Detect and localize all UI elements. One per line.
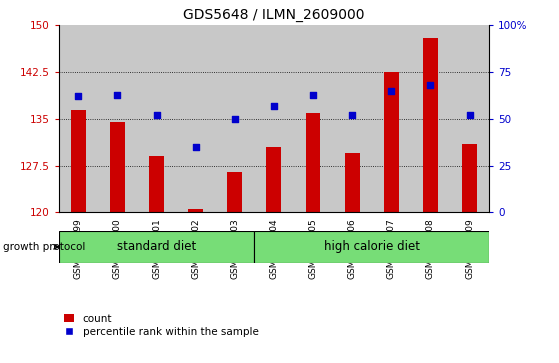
FancyBboxPatch shape xyxy=(59,231,254,263)
Bar xyxy=(384,72,399,212)
Point xyxy=(152,112,161,118)
Bar xyxy=(137,25,176,212)
Bar xyxy=(110,122,125,212)
Point xyxy=(191,144,200,150)
Text: growth protocol: growth protocol xyxy=(3,242,85,252)
FancyBboxPatch shape xyxy=(254,231,489,263)
Bar xyxy=(372,25,411,212)
Text: high calorie diet: high calorie diet xyxy=(324,240,420,253)
Point xyxy=(465,112,474,118)
Bar xyxy=(98,25,137,212)
Point xyxy=(387,88,396,94)
Bar xyxy=(59,25,98,212)
Bar xyxy=(188,209,203,212)
Bar xyxy=(450,25,489,212)
Bar xyxy=(215,25,254,212)
Bar xyxy=(293,25,333,212)
Point xyxy=(269,103,278,109)
Point xyxy=(309,92,318,98)
Text: standard diet: standard diet xyxy=(117,240,196,253)
Bar xyxy=(333,25,372,212)
Bar xyxy=(254,25,293,212)
Bar xyxy=(306,113,320,212)
Bar xyxy=(149,156,164,212)
Bar xyxy=(345,153,359,212)
Point xyxy=(230,116,239,122)
Point xyxy=(113,92,122,98)
Title: GDS5648 / ILMN_2609000: GDS5648 / ILMN_2609000 xyxy=(183,8,364,22)
Point xyxy=(426,82,435,88)
Bar xyxy=(423,38,438,212)
Point xyxy=(348,112,357,118)
Point xyxy=(74,94,83,99)
Bar xyxy=(228,172,242,212)
Bar xyxy=(411,25,450,212)
Bar xyxy=(71,110,86,212)
Bar xyxy=(267,147,281,212)
Bar xyxy=(462,144,477,212)
Legend: count, percentile rank within the sample: count, percentile rank within the sample xyxy=(64,314,258,337)
Bar xyxy=(176,25,215,212)
